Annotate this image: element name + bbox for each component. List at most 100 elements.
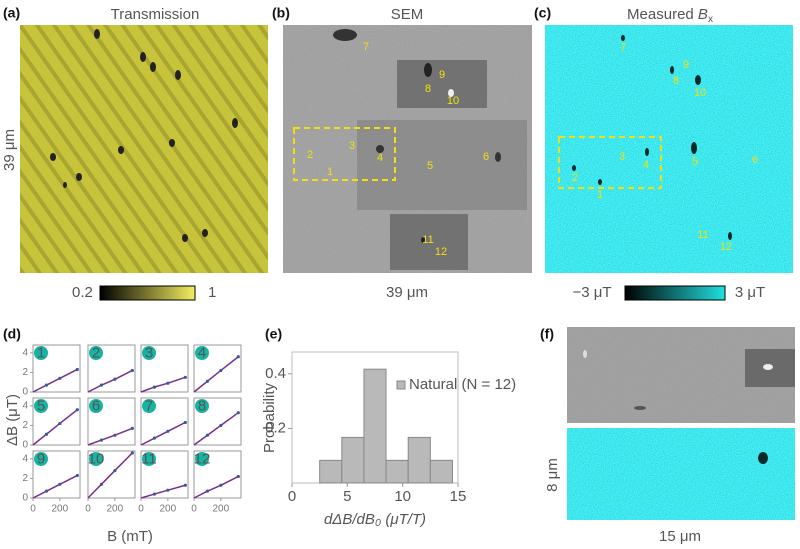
panel-title: Measured Bx (627, 6, 713, 25)
panel-tag: (a) (3, 5, 20, 21)
particle (583, 350, 587, 358)
data-point (130, 451, 134, 455)
panel-tag: (e) (265, 326, 282, 342)
panel-label: 9 (37, 450, 45, 467)
data-point (75, 367, 79, 372)
data-point (58, 482, 62, 486)
data-point (219, 423, 223, 428)
panel-badge (89, 346, 103, 360)
fit-line (87, 369, 133, 393)
particle-label: 6 (752, 154, 758, 166)
fit-line (140, 484, 186, 499)
data-point (113, 377, 117, 381)
panel-label: 2 (92, 344, 100, 361)
y-axis-label: Probability (261, 382, 278, 453)
x-tick-label: 0 (30, 504, 36, 515)
particle-label: 3 (349, 140, 355, 152)
particle-label: 10 (694, 87, 706, 99)
particle-label: 3 (619, 151, 625, 163)
data-point (99, 383, 104, 387)
particle-label: 1 (327, 166, 333, 178)
scale-label: 15 μm (659, 528, 701, 545)
scale-label: 8 μm (544, 458, 561, 492)
data-point (236, 355, 240, 359)
data-point (152, 492, 157, 496)
data-point (75, 408, 79, 412)
panel-badge (89, 452, 103, 466)
particle-label: 7 (620, 42, 626, 54)
fit-line (140, 421, 186, 446)
y-tick-label: 0 (22, 440, 28, 451)
y-tick-label: 2 (22, 473, 28, 484)
data-point (219, 483, 223, 487)
highlight-box (558, 136, 662, 189)
scale-label: 39 μm (1, 129, 18, 171)
panel-badge (195, 452, 209, 466)
bar (319, 459, 343, 484)
data-point (205, 433, 210, 437)
fit-line (32, 474, 78, 499)
data-point (166, 429, 170, 433)
colorbar-label: 0.2 (72, 284, 93, 301)
x-tick-label: 15 (450, 488, 467, 505)
data-point (130, 368, 134, 373)
fit-line (140, 376, 186, 393)
panel-label: 12 (194, 450, 211, 467)
title-text: Measured (627, 6, 694, 23)
particle-label: 4 (643, 159, 649, 171)
bx-image (545, 25, 793, 273)
x-tick-label: 0 (191, 504, 197, 515)
panel-label: 1 (37, 344, 45, 361)
colorbar (624, 285, 726, 301)
data-point (205, 379, 210, 383)
data-point (58, 421, 62, 426)
panel-label: 4 (198, 344, 206, 361)
particle-label: 9 (683, 59, 689, 71)
particle-label: 8 (673, 75, 679, 87)
panel-badge (34, 399, 48, 413)
panel-title: SEM (391, 6, 424, 23)
particle-label: 10 (447, 95, 459, 107)
scale-label: 39 μm (386, 284, 428, 301)
data-point (183, 483, 187, 487)
bar (363, 368, 387, 484)
bar (341, 436, 365, 484)
x-tick-label: 200 (107, 504, 124, 515)
x-axis-label: dΔB/dB₀ (μT/T) (324, 511, 426, 528)
bx-image (567, 428, 795, 520)
panel-label: 3 (145, 344, 153, 361)
particle-label: 12 (720, 241, 732, 253)
panel-tag: (b) (272, 5, 290, 21)
panel-tag: (d) (3, 326, 21, 342)
data-point (99, 438, 104, 442)
data-point (205, 489, 210, 493)
x-tick-label: 200 (52, 504, 69, 515)
panel-label: 5 (37, 397, 45, 414)
data-point (130, 426, 134, 430)
panel-label: 7 (145, 397, 153, 414)
panel-badge (142, 346, 156, 360)
panel-title: Transmission (111, 6, 200, 23)
fit-line (32, 409, 78, 446)
dipoles (572, 35, 732, 240)
fit-line (193, 412, 239, 446)
panel-badge (89, 399, 103, 413)
colorbar-label: 1 (208, 284, 216, 301)
particle-label: 12 (435, 246, 447, 258)
particles (50, 29, 238, 242)
y-tick-label: 0 (22, 387, 28, 398)
sem-regions (333, 29, 527, 270)
panel-badge (142, 452, 156, 466)
data-point (113, 433, 117, 437)
particle-label: 9 (439, 69, 445, 81)
panel-badge (142, 399, 156, 413)
panel-badge (34, 452, 48, 466)
data-point (152, 385, 157, 389)
panel-label: 6 (92, 397, 100, 414)
y-tick-label: 4 (22, 453, 28, 464)
y-tick-label: 2 (22, 367, 28, 378)
x-tick-label: 0 (138, 504, 144, 515)
colorbar (99, 285, 196, 301)
title-symbol: B (698, 6, 708, 23)
